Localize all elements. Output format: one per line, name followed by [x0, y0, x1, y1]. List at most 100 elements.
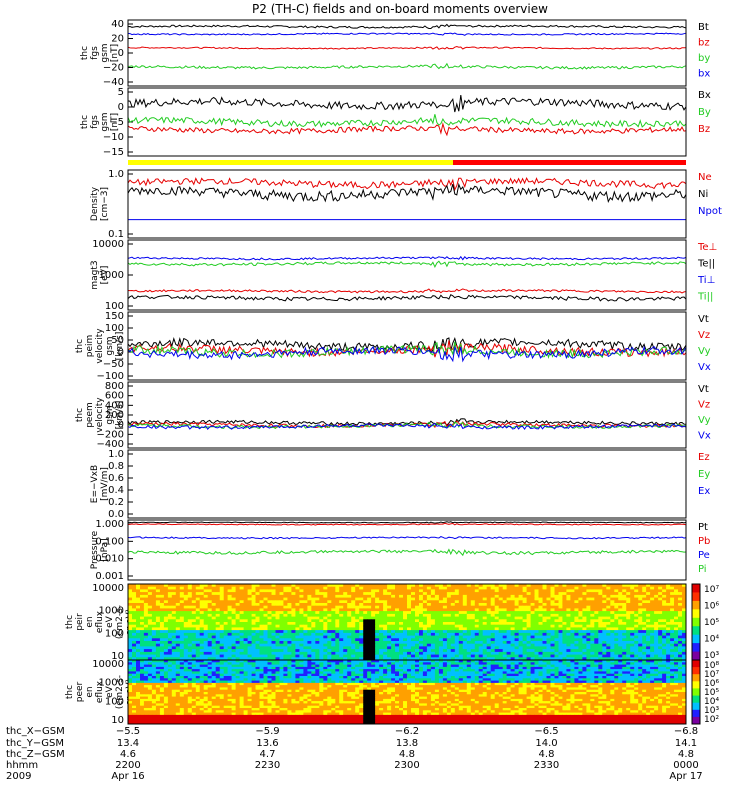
spectrogram-cell: [566, 671, 571, 675]
spectrogram-cell: [586, 589, 591, 593]
spectrogram-cell: [574, 630, 579, 634]
spectrogram-cell: [514, 638, 519, 642]
spectrogram-cell: [263, 657, 268, 661]
spectrogram-cell: [566, 638, 571, 642]
spectrogram-cell: [407, 664, 412, 668]
spectrogram-cell: [602, 671, 607, 675]
spectrogram-cell: [167, 594, 173, 598]
spectrogram-cell: [526, 624, 531, 628]
spectrogram-cell: [450, 646, 456, 650]
spectrogram-cell: [622, 627, 627, 631]
spectrogram-cell: [630, 622, 635, 626]
spectrogram-cell: [387, 641, 392, 645]
spectrogram-cell: [227, 616, 232, 620]
y-axis-label: magt3: [90, 260, 100, 289]
spectrogram-cell: [235, 600, 240, 604]
spectrogram-cell: [578, 641, 583, 645]
spectrogram-cell: [371, 630, 376, 634]
spectrogram-cell: [307, 592, 312, 596]
spectrogram-cell: [590, 592, 595, 596]
legend-entry: Pt: [698, 522, 708, 533]
spectrogram-cell: [407, 586, 412, 590]
spectrogram-cell: [183, 616, 189, 620]
spectrogram-cell: [231, 651, 236, 655]
spectrogram-cell: [315, 657, 320, 661]
spectrogram-cell: [307, 589, 312, 593]
spectrogram-cell: [562, 662, 567, 665]
spectrogram-cell: [195, 597, 201, 601]
spectrogram-cell: [566, 632, 571, 636]
spectrogram-cell: [550, 641, 555, 645]
spectrogram-cell: [610, 613, 615, 617]
spectrogram-cell: [151, 597, 157, 601]
spectrogram-cell: [466, 638, 472, 642]
spectrogram-cell: [235, 589, 240, 593]
spectrogram-cell: [422, 597, 428, 601]
spectrogram-cell: [598, 589, 603, 593]
spectrogram-cell: [594, 666, 599, 670]
spectrogram-cell: [132, 664, 137, 668]
spectrogram-cell: [403, 654, 408, 658]
y-axis-label: fgs: [90, 115, 100, 129]
spectrogram-cell: [654, 616, 659, 620]
spectrogram-cell: [203, 643, 209, 647]
spectrogram-cell: [128, 632, 133, 636]
spectrogram-cell: [654, 619, 659, 623]
spectrogram-cell: [367, 624, 372, 628]
spectrogram-cell: [235, 641, 240, 645]
spectrogram-cell: [179, 597, 185, 601]
spectrogram-cell: [211, 605, 217, 609]
spectrogram-cell: [642, 669, 647, 672]
spectrogram-cell: [275, 597, 280, 601]
spectrogram-cell: [446, 660, 452, 663]
spectrogram-cell: [367, 664, 372, 668]
spectrogram-cell: [546, 632, 551, 636]
spectrogram-cell: [654, 638, 659, 642]
spectrogram-cell: [371, 646, 376, 650]
spectrogram-cell: [470, 662, 476, 665]
spectrogram-cell: [586, 638, 591, 642]
spectrogram-cell: [195, 643, 201, 647]
spectrogram-cell: [155, 662, 161, 665]
spectrogram-cell: [566, 619, 571, 623]
spectrogram-cell: [391, 600, 396, 604]
spectrogram-cell: [163, 622, 169, 626]
y-tick-label: 10: [111, 651, 124, 662]
spectrogram-cell: [363, 622, 368, 626]
spectrogram-cell: [359, 592, 364, 596]
spectrogram-cell: [136, 605, 141, 609]
spectrogram-cell: [478, 638, 484, 642]
spectrogram-cell: [319, 669, 324, 672]
spectrogram-cell: [291, 630, 296, 634]
spectrogram-cell: [187, 597, 193, 601]
spectrogram-cell: [514, 651, 519, 655]
spectrogram-cell: [383, 608, 388, 612]
spectrogram-cell: [514, 635, 519, 639]
spectrogram-cell: [140, 669, 145, 672]
spectrogram-cell: [590, 627, 595, 631]
spectrogram-cell: [128, 660, 133, 663]
spectrogram-cell: [327, 594, 332, 598]
spectrogram-cell: [311, 671, 316, 675]
spectrogram-cell: [247, 584, 252, 588]
spectrogram-cell: [275, 622, 280, 626]
spectrogram-cell: [299, 592, 304, 596]
spectrogram-cell: [586, 613, 591, 617]
spectrogram-cell: [598, 622, 603, 626]
spectrogram-cell: [132, 651, 137, 655]
spectrogram-cell: [430, 651, 436, 655]
y-tick-label: 5: [118, 87, 124, 98]
spectrogram-cell: [622, 635, 627, 639]
spectrogram-cell: [446, 605, 452, 609]
spectrogram-cell: [267, 613, 272, 617]
spectrogram-cell: [586, 657, 591, 661]
spectrogram-cell: [450, 619, 456, 623]
spectrogram-cell: [538, 651, 543, 655]
spectrogram-cell: [490, 624, 496, 628]
spectrogram-cell: [586, 619, 591, 623]
spectrogram-cell: [211, 664, 217, 668]
spectrogram-cell: [614, 605, 619, 609]
spectrogram-cell: [383, 649, 388, 653]
spectrogram-cell: [143, 594, 149, 598]
spectrogram-cell: [399, 649, 404, 653]
